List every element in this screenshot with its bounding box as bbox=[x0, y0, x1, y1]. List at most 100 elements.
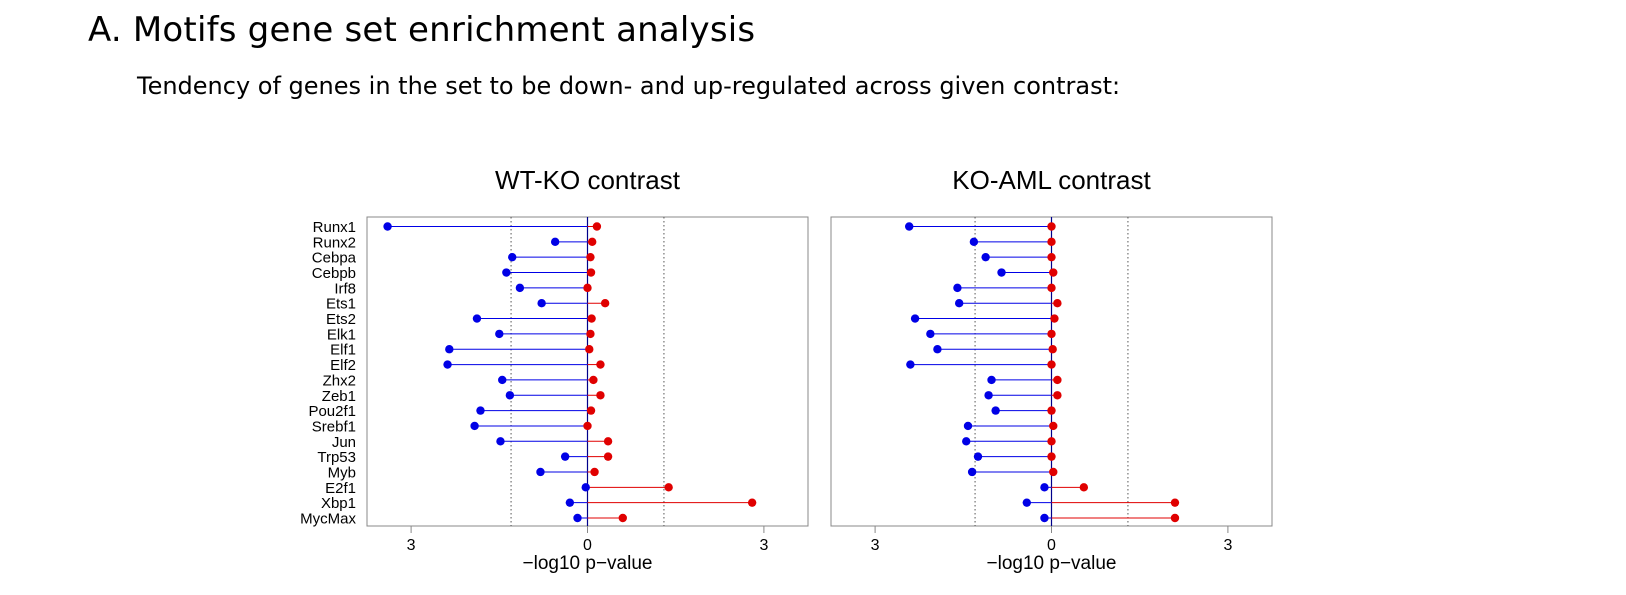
down-point-srebf1 bbox=[963, 421, 973, 431]
down-point-elf1 bbox=[933, 345, 942, 354]
down-point-runx2 bbox=[550, 237, 560, 247]
up-point-elk1 bbox=[586, 329, 595, 339]
down-point-elf2 bbox=[443, 360, 452, 369]
x-tick-label-1-2: 0 bbox=[583, 537, 592, 554]
down-point-myb bbox=[536, 467, 545, 477]
x-tick-label-2-2: 0 bbox=[1047, 537, 1056, 554]
page-subtitle: Tendency of genes in the set to be down-… bbox=[137, 72, 1121, 100]
panel-title-2: KO-AML contrast bbox=[952, 165, 1151, 195]
up-point-elf1 bbox=[1048, 345, 1057, 354]
down-point-xbp1 bbox=[1022, 498, 1032, 507]
x-tick-label-1-1: 3 bbox=[407, 537, 416, 554]
x-tick-label-2-1: 3 bbox=[871, 537, 880, 554]
down-point-ets2 bbox=[472, 314, 482, 323]
panel-title-1: WT-KO contrast bbox=[495, 165, 681, 195]
up-point-xbp1 bbox=[1170, 498, 1180, 507]
up-point-runx2 bbox=[1047, 237, 1056, 247]
up-point-ets2 bbox=[1050, 314, 1059, 323]
down-point-mycmax bbox=[573, 513, 582, 523]
up-point-srebf1 bbox=[1049, 421, 1058, 431]
up-point-xbp1 bbox=[747, 498, 757, 507]
down-point-trp53 bbox=[560, 452, 570, 461]
up-point-mycmax bbox=[618, 513, 627, 523]
down-point-cebpa bbox=[508, 252, 517, 262]
x-axis-label-2: −log10 p−value bbox=[987, 553, 1117, 574]
down-point-runx1 bbox=[905, 222, 914, 231]
gene-label-elf1: Elf1 bbox=[330, 342, 356, 359]
down-point-myb bbox=[967, 467, 977, 477]
gene-label-mycmax: MycMax bbox=[300, 511, 356, 528]
up-point-zeb1 bbox=[1053, 391, 1062, 400]
gene-label-myb: Myb bbox=[328, 464, 356, 481]
gene-label-elk1: Elk1 bbox=[327, 326, 356, 343]
gene-label-runx2: Runx2 bbox=[313, 234, 356, 251]
gene-label-zeb1: Zeb1 bbox=[322, 388, 356, 405]
up-point-pou2f1 bbox=[1047, 406, 1056, 415]
gene-label-xbp1: Xbp1 bbox=[321, 495, 356, 512]
x-tick-label-1-3: 3 bbox=[759, 537, 768, 554]
down-point-ets1 bbox=[954, 299, 964, 308]
up-point-ets1 bbox=[1053, 299, 1062, 308]
up-point-irf8 bbox=[1047, 283, 1056, 293]
up-point-trp53 bbox=[1047, 452, 1056, 461]
up-point-srebf1 bbox=[583, 421, 592, 431]
up-point-elf2 bbox=[596, 360, 605, 369]
gene-label-e2f1: E2f1 bbox=[325, 480, 356, 497]
up-point-e2f1 bbox=[1079, 483, 1089, 492]
up-point-cebpb bbox=[1049, 268, 1058, 277]
up-point-elk1 bbox=[1047, 329, 1056, 339]
up-point-ets1 bbox=[600, 299, 610, 308]
down-point-zeb1 bbox=[984, 391, 993, 400]
up-point-zhx2 bbox=[1053, 375, 1062, 385]
up-point-e2f1 bbox=[664, 483, 673, 492]
down-point-jun bbox=[496, 437, 505, 446]
gene-label-runx1: Runx1 bbox=[313, 219, 356, 236]
down-point-irf8 bbox=[515, 283, 525, 293]
down-point-cebpa bbox=[981, 252, 990, 262]
up-point-runx1 bbox=[1047, 222, 1056, 231]
gene-label-zhx2: Zhx2 bbox=[323, 372, 356, 389]
down-point-e2f1 bbox=[581, 483, 590, 492]
gene-label-irf8: Irf8 bbox=[334, 280, 356, 297]
up-point-jun bbox=[1047, 437, 1056, 446]
up-point-runx1 bbox=[592, 222, 602, 231]
down-point-runx1 bbox=[383, 222, 392, 231]
gene-label-ets1: Ets1 bbox=[326, 296, 356, 313]
up-point-myb bbox=[1049, 467, 1058, 477]
up-point-cebpa bbox=[586, 252, 595, 262]
down-point-srebf1 bbox=[470, 421, 479, 431]
down-point-elk1 bbox=[926, 329, 935, 339]
down-point-cebpb bbox=[502, 268, 511, 277]
up-point-irf8 bbox=[583, 283, 592, 293]
down-point-pou2f1 bbox=[476, 406, 485, 415]
up-point-runx2 bbox=[588, 237, 597, 247]
up-point-ets2 bbox=[587, 314, 596, 323]
up-point-elf1 bbox=[585, 345, 594, 354]
x-tick-label-2-3: 3 bbox=[1223, 537, 1232, 554]
down-point-cebpb bbox=[997, 268, 1006, 277]
down-point-ets2 bbox=[910, 314, 920, 323]
down-point-irf8 bbox=[953, 283, 962, 293]
up-point-myb bbox=[590, 467, 599, 477]
down-point-elk1 bbox=[495, 329, 504, 339]
up-point-pou2f1 bbox=[586, 406, 596, 415]
down-point-xbp1 bbox=[565, 498, 575, 507]
down-point-trp53 bbox=[973, 452, 983, 461]
up-point-zeb1 bbox=[596, 391, 605, 400]
down-point-runx2 bbox=[969, 237, 979, 247]
gene-label-pou2f1: Pou2f1 bbox=[308, 403, 356, 420]
x-axis-label-1: −log10 p−value bbox=[523, 553, 653, 574]
gene-label-trp53: Trp53 bbox=[317, 449, 356, 466]
gene-label-cebpa: Cebpa bbox=[312, 250, 357, 267]
up-point-elf2 bbox=[1047, 360, 1056, 369]
up-point-jun bbox=[603, 437, 613, 446]
gene-label-elf2: Elf2 bbox=[330, 357, 356, 374]
down-point-ets1 bbox=[537, 299, 546, 308]
down-point-zhx2 bbox=[498, 375, 507, 385]
up-point-zhx2 bbox=[589, 375, 598, 385]
up-point-mycmax bbox=[1170, 513, 1180, 523]
gene-label-ets2: Ets2 bbox=[326, 311, 356, 328]
down-point-jun bbox=[962, 437, 971, 446]
down-point-zhx2 bbox=[987, 375, 996, 385]
